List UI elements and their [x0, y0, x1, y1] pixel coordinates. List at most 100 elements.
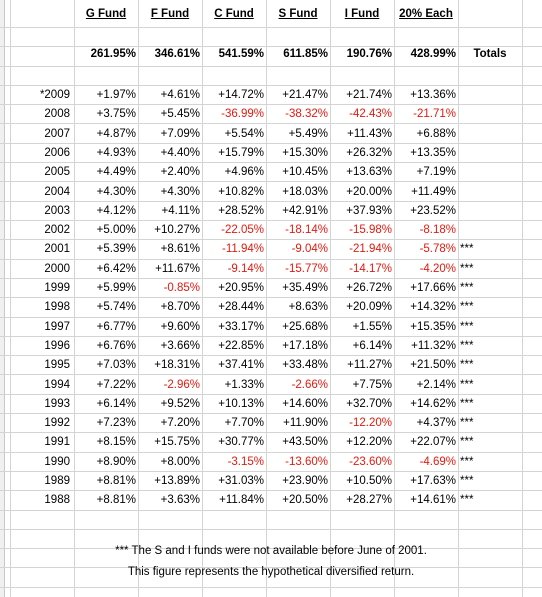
return-cell-i[interactable]: -21.94%	[349, 243, 392, 255]
return-cell-g[interactable]: +5.74%	[96, 301, 136, 313]
return-cell-f[interactable]: +8.00%	[160, 456, 200, 468]
total-20-each[interactable]: 428.99%	[410, 48, 456, 60]
year-cell[interactable]: 1994	[44, 379, 70, 391]
footnote-marker-cell[interactable]: ***	[460, 282, 474, 294]
return-cell-c[interactable]: +33.17%	[218, 321, 264, 333]
return-cell-f[interactable]: +8.70%	[160, 301, 200, 313]
return-cell-f[interactable]: +8.61%	[160, 243, 200, 255]
return-cell-s[interactable]: +21.47%	[282, 89, 328, 101]
return-cell-f[interactable]: +2.40%	[160, 166, 200, 178]
footnote-marker-cell[interactable]: ***	[460, 398, 474, 410]
footnote-availability[interactable]: *** The S and I funds were not available…	[115, 545, 427, 557]
return-cell-each[interactable]: +15.35%	[410, 321, 456, 333]
year-cell[interactable]: 1996	[44, 340, 70, 352]
return-cell-each[interactable]: +22.07%	[410, 436, 456, 448]
year-cell[interactable]: 2003	[44, 205, 70, 217]
return-cell-g[interactable]: +6.76%	[96, 340, 136, 352]
return-cell-each[interactable]: -21.71%	[413, 108, 456, 120]
return-cell-g[interactable]: +5.99%	[96, 282, 136, 294]
return-cell-i[interactable]: +11.43%	[347, 128, 392, 140]
return-cell-i[interactable]: +32.70%	[346, 398, 392, 410]
return-cell-each[interactable]: +11.49%	[411, 186, 456, 198]
return-cell-g[interactable]: +8.90%	[96, 456, 136, 468]
year-cell[interactable]: 1989	[44, 475, 70, 487]
return-cell-f[interactable]: +13.89%	[154, 475, 200, 487]
return-cell-c[interactable]: -22.05%	[221, 224, 264, 236]
year-cell[interactable]: *2009	[39, 89, 70, 101]
column-header-s-fund[interactable]: S Fund	[278, 8, 318, 20]
year-cell[interactable]: 2002	[44, 224, 70, 236]
return-cell-f[interactable]: +4.11%	[161, 205, 200, 217]
footnote-marker-cell[interactable]: ***	[460, 340, 474, 352]
return-cell-s[interactable]: +11.90%	[283, 417, 328, 429]
return-cell-g[interactable]: +4.93%	[96, 147, 136, 159]
return-cell-s[interactable]: -13.60%	[285, 456, 328, 468]
year-cell[interactable]: 1991	[44, 436, 70, 448]
return-cell-s[interactable]: +17.18%	[282, 340, 328, 352]
return-cell-c[interactable]: +14.72%	[218, 89, 264, 101]
return-cell-g[interactable]: +4.49%	[96, 166, 136, 178]
return-cell-i[interactable]: +7.75%	[352, 379, 392, 391]
return-cell-i[interactable]: -12.20%	[349, 417, 392, 429]
return-cell-c[interactable]: +22.85%	[218, 340, 264, 352]
return-cell-each[interactable]: -5.78%	[419, 243, 456, 255]
return-cell-c[interactable]: +30.77%	[218, 436, 264, 448]
return-cell-each[interactable]: +11.32%	[411, 340, 456, 352]
return-cell-s[interactable]: +42.91%	[282, 205, 328, 217]
return-cell-i[interactable]: +21.74%	[346, 89, 392, 101]
column-header-i-fund[interactable]: I Fund	[344, 8, 380, 20]
total-f-fund[interactable]: 346.61%	[154, 48, 200, 60]
return-cell-i[interactable]: -23.60%	[349, 456, 392, 468]
return-cell-s[interactable]: +35.49%	[282, 282, 328, 294]
return-cell-each[interactable]: +14.61%	[410, 494, 456, 506]
return-cell-g[interactable]: +8.81%	[96, 494, 136, 506]
year-cell[interactable]: 2001	[44, 243, 70, 255]
return-cell-each[interactable]: +17.66%	[410, 282, 456, 294]
return-cell-c[interactable]: +1.33%	[224, 379, 264, 391]
totals-label[interactable]: Totals	[473, 48, 507, 60]
year-cell[interactable]: 1993	[44, 398, 70, 410]
return-cell-f[interactable]: +18.31%	[154, 359, 200, 371]
return-cell-g[interactable]: +3.75%	[96, 108, 136, 120]
return-cell-each[interactable]: +2.14%	[416, 379, 456, 391]
return-cell-each[interactable]: +4.37%	[416, 417, 456, 429]
year-cell[interactable]: 1988	[44, 494, 70, 506]
year-cell[interactable]: 2004	[44, 186, 70, 198]
return-cell-g[interactable]: +4.87%	[96, 128, 136, 140]
return-cell-g[interactable]: +8.81%	[96, 475, 136, 487]
return-cell-g[interactable]: +1.97%	[96, 89, 136, 101]
return-cell-each[interactable]: +13.36%	[410, 89, 456, 101]
return-cell-f[interactable]: +4.40%	[160, 147, 200, 159]
return-cell-i[interactable]: +26.72%	[346, 282, 392, 294]
return-cell-f[interactable]: +9.60%	[160, 321, 200, 333]
return-cell-f[interactable]: +3.66%	[160, 340, 200, 352]
footnote-marker-cell[interactable]: ***	[460, 321, 474, 333]
return-cell-c[interactable]: -9.14%	[227, 263, 264, 275]
return-cell-s[interactable]: -15.77%	[285, 263, 328, 275]
return-cell-s[interactable]: +18.03%	[282, 186, 328, 198]
footnote-marker-cell[interactable]: ***	[460, 436, 474, 448]
return-cell-each[interactable]: -4.20%	[419, 263, 456, 275]
return-cell-c[interactable]: -3.15%	[227, 456, 264, 468]
return-cell-c[interactable]: +37.41%	[218, 359, 264, 371]
return-cell-s[interactable]: -9.04%	[291, 243, 328, 255]
return-cell-s[interactable]: -2.66%	[291, 379, 328, 391]
year-cell[interactable]: 1997	[44, 321, 70, 333]
return-cell-c[interactable]: +10.82%	[218, 186, 264, 198]
return-cell-each[interactable]: +14.62%	[410, 398, 456, 410]
return-cell-s[interactable]: +23.90%	[282, 475, 328, 487]
return-cell-i[interactable]: +6.14%	[352, 340, 392, 352]
return-cell-g[interactable]: +7.23%	[96, 417, 136, 429]
return-cell-s[interactable]: +43.50%	[282, 436, 328, 448]
return-cell-c[interactable]: -36.99%	[221, 108, 264, 120]
return-cell-s[interactable]: +8.63%	[288, 301, 328, 313]
footnote-marker-cell[interactable]: ***	[460, 456, 474, 468]
return-cell-f[interactable]: +10.27%	[154, 224, 200, 236]
year-cell[interactable]: 1995	[44, 359, 70, 371]
footnote-marker-cell[interactable]: ***	[460, 379, 474, 391]
footnote-marker-cell[interactable]: ***	[460, 301, 474, 313]
footnote-marker-cell[interactable]: ***	[460, 263, 474, 275]
footnote-marker-cell[interactable]: ***	[460, 417, 474, 429]
return-cell-i[interactable]: +28.27%	[346, 494, 392, 506]
return-cell-i[interactable]: +13.63%	[346, 166, 392, 178]
